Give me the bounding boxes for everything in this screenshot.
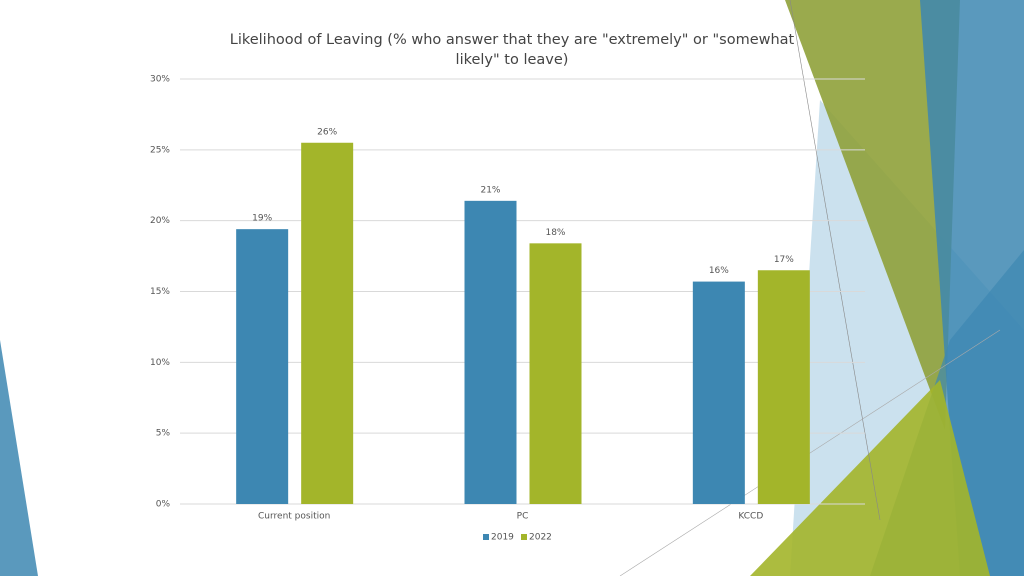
x-tick-label: PC xyxy=(517,512,529,522)
legend-label: 2022 xyxy=(529,533,552,543)
legend-label: 2019 xyxy=(491,533,514,543)
bar xyxy=(464,200,517,505)
x-tick-label: KCCD xyxy=(738,512,763,522)
y-tick-label: 30% xyxy=(150,75,170,85)
y-tick-label: 20% xyxy=(150,216,170,226)
x-tick-label: Current position xyxy=(258,512,330,522)
bar xyxy=(236,229,289,504)
y-tick-label: 15% xyxy=(150,287,170,297)
data-label: 19% xyxy=(252,214,272,224)
data-label: 17% xyxy=(774,255,794,265)
bar xyxy=(757,270,810,504)
data-label: 21% xyxy=(480,185,500,195)
chart-title: Likelihood of Leaving (% who answer that… xyxy=(229,32,795,68)
y-tick-label: 0% xyxy=(156,500,171,510)
data-label: 18% xyxy=(545,228,565,238)
y-tick-label: 25% xyxy=(150,145,170,155)
y-tick-label: 10% xyxy=(150,358,170,368)
legend-swatch xyxy=(521,534,527,540)
bar xyxy=(301,142,354,504)
data-label: 26% xyxy=(317,127,337,137)
data-label: 16% xyxy=(709,266,729,276)
legend-swatch xyxy=(483,534,489,540)
bar xyxy=(529,243,582,505)
y-tick-label: 5% xyxy=(156,429,171,439)
bar xyxy=(692,281,745,504)
